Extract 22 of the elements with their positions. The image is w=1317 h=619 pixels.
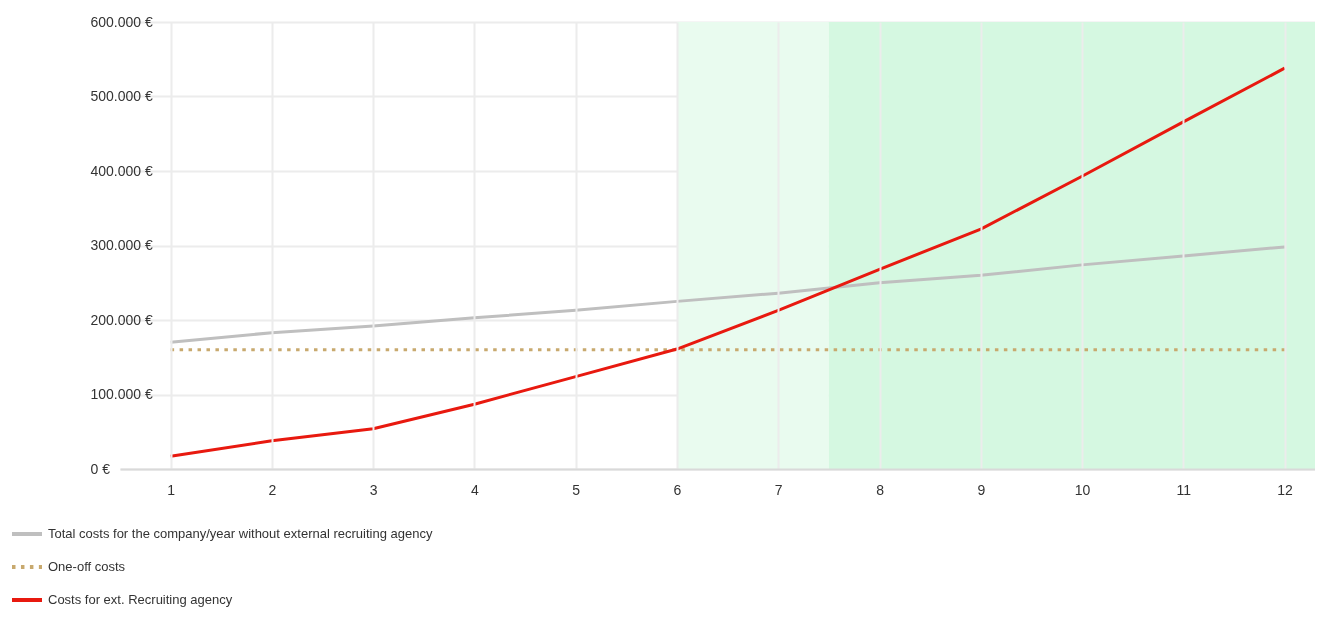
x-tick-label: 6: [673, 481, 682, 498]
x-tick-label: 1: [167, 481, 176, 498]
x-tick-label: 5: [572, 481, 581, 498]
x-tick-label: 12: [1277, 481, 1294, 498]
y-tick-label: 0 €: [90, 460, 111, 477]
y-tick-label: 100.000 €: [90, 386, 153, 402]
x-tick-label: 11: [1176, 481, 1192, 498]
legend-label: Total costs for the company/year without external recruiting agency: [48, 526, 433, 541]
x-tick-label: 7: [774, 481, 783, 498]
y-tick-label: 300.000 €: [90, 237, 153, 253]
y-tick-label: 600.000 €: [90, 13, 153, 30]
legend-label: One-off costs: [48, 559, 126, 574]
legend-label: Costs for ext. Recruiting agency: [48, 592, 233, 607]
y-tick-label: 400.000 €: [90, 162, 153, 179]
x-tick-label: 10: [1074, 481, 1091, 498]
x-tick-label: 8: [876, 481, 885, 498]
x-tick-label: 4: [471, 481, 480, 498]
y-tick-label: 500.000 €: [90, 88, 153, 104]
x-tick-label: 3: [369, 481, 378, 498]
x-tick-label: 9: [977, 481, 986, 498]
x-tick-label: 2: [268, 481, 277, 498]
y-tick-label: 200.000 €: [90, 311, 153, 328]
